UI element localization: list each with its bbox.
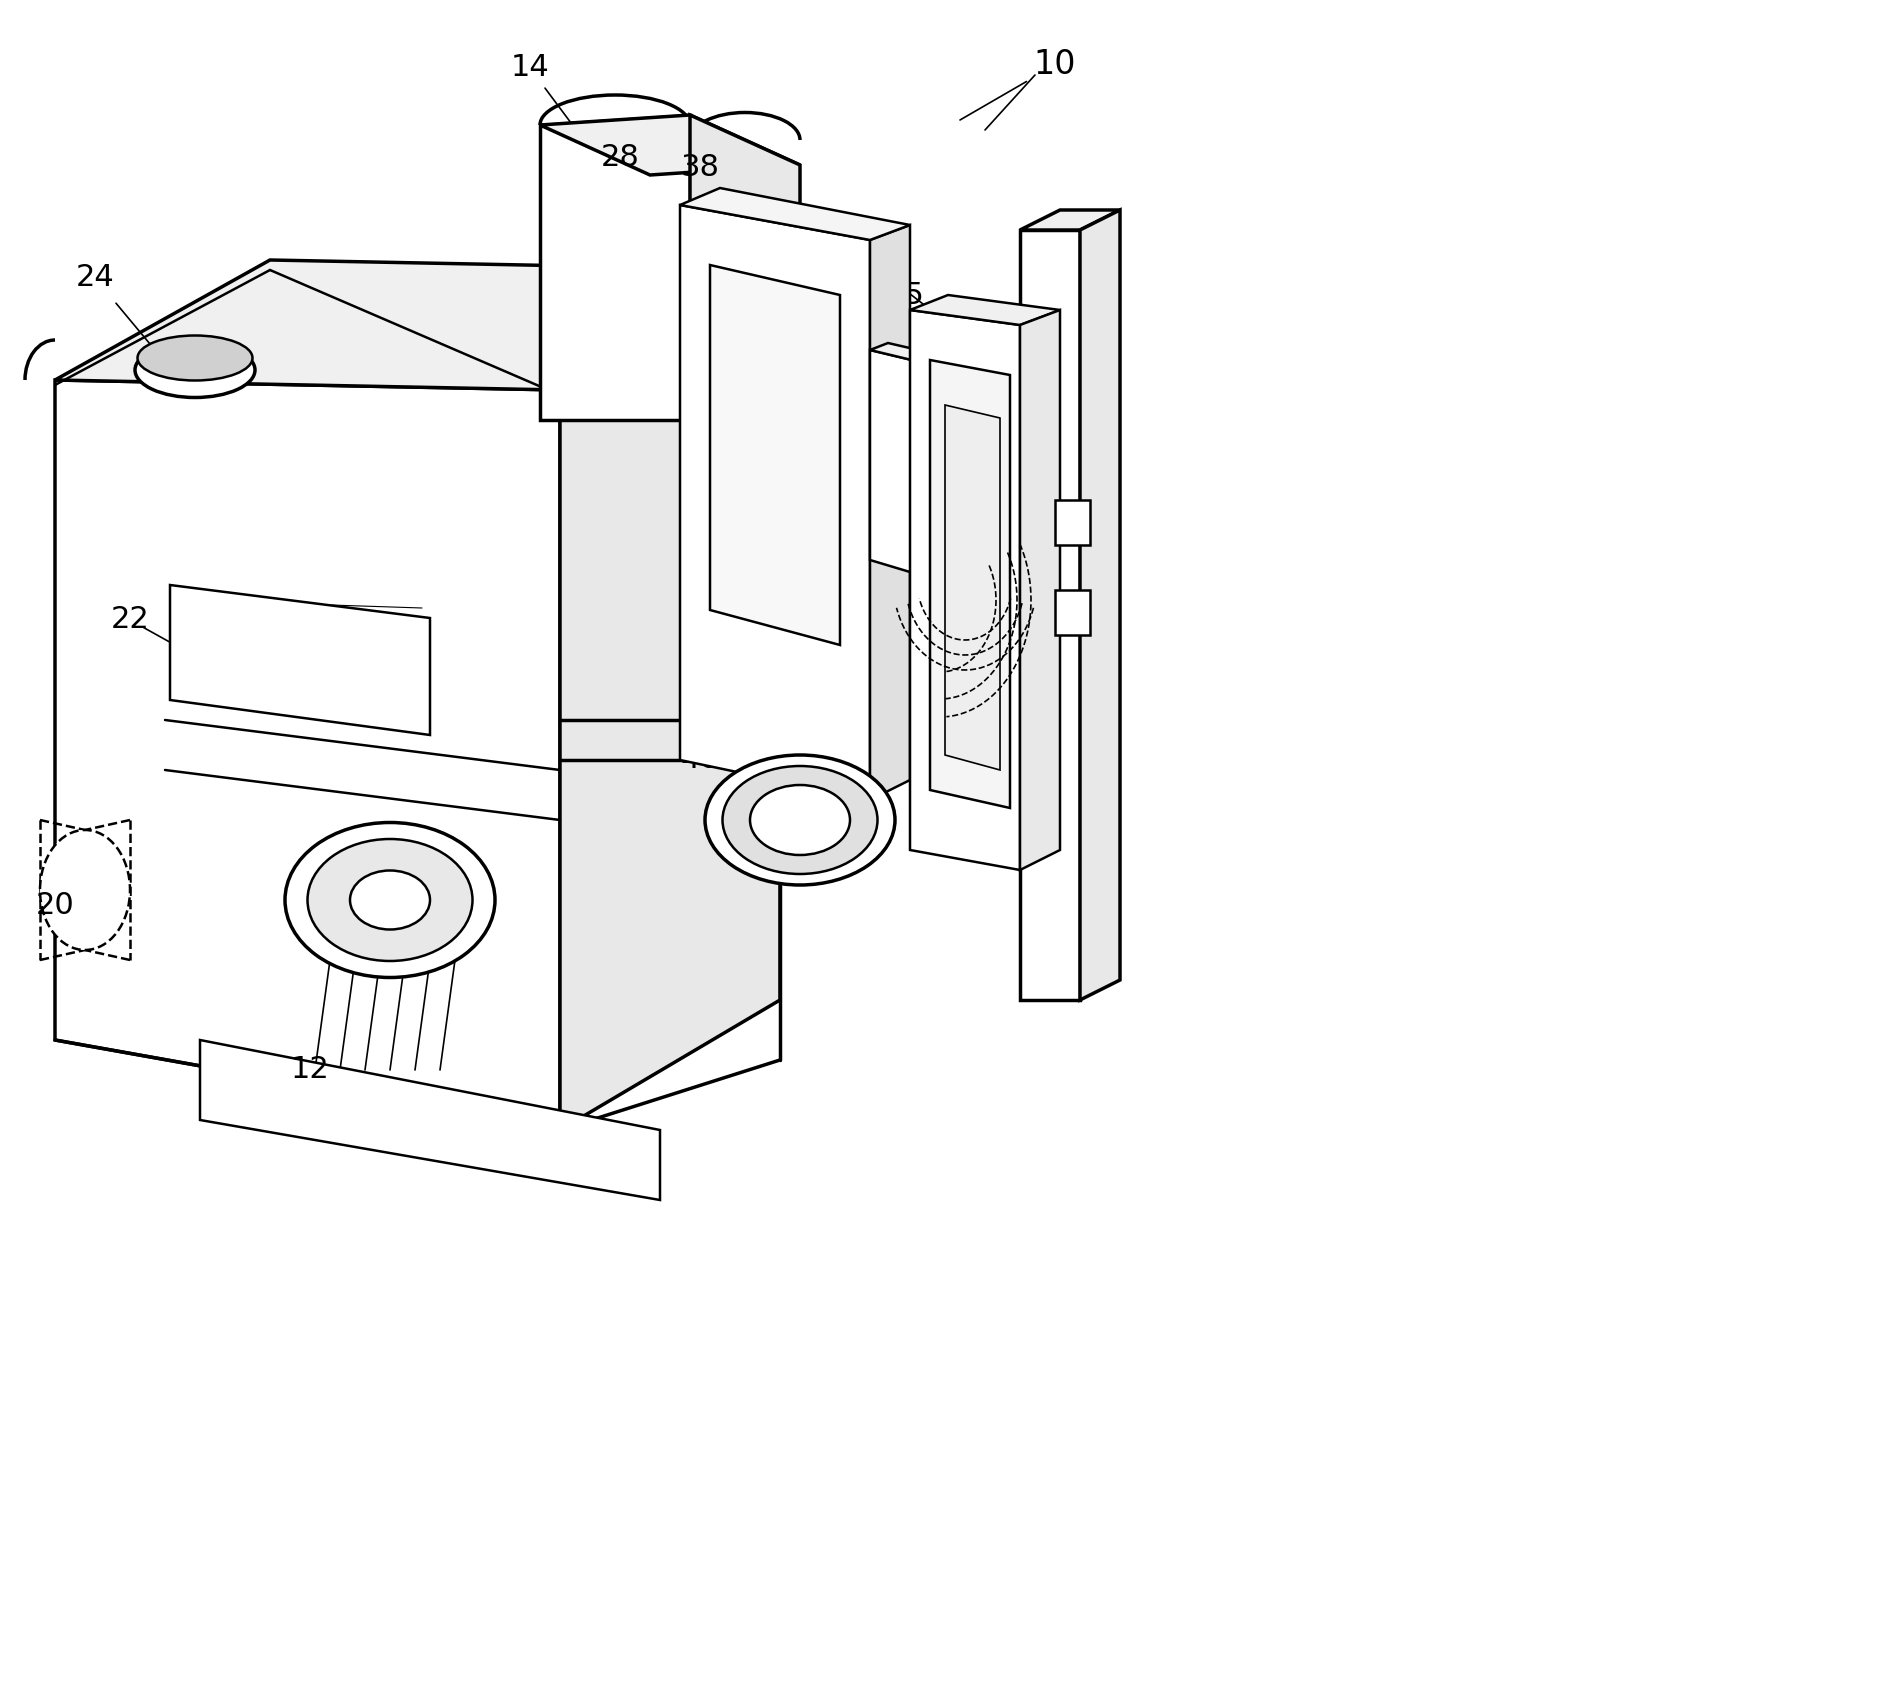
Polygon shape: [709, 264, 841, 644]
Text: 36: 36: [865, 711, 905, 740]
Polygon shape: [681, 205, 869, 800]
Polygon shape: [1019, 230, 1080, 1001]
Text: 30: 30: [841, 240, 879, 269]
Text: 10: 10: [1035, 48, 1077, 82]
Ellipse shape: [706, 755, 896, 885]
Polygon shape: [690, 114, 801, 419]
Polygon shape: [909, 295, 1059, 326]
Polygon shape: [1056, 590, 1090, 634]
Polygon shape: [869, 225, 909, 800]
Polygon shape: [169, 585, 430, 735]
Ellipse shape: [137, 336, 253, 380]
Text: 26: 26: [1010, 331, 1050, 360]
Polygon shape: [1019, 310, 1059, 870]
Text: Y: Y: [1050, 370, 1069, 399]
Polygon shape: [869, 350, 921, 575]
Text: 66: 66: [991, 740, 1029, 769]
Text: 18: 18: [365, 861, 405, 890]
Text: 24: 24: [76, 264, 114, 293]
Ellipse shape: [350, 871, 430, 929]
Text: 40: 40: [681, 745, 719, 774]
Polygon shape: [559, 269, 780, 1130]
Text: X: X: [1054, 540, 1075, 569]
Text: 12: 12: [291, 1055, 329, 1084]
Polygon shape: [930, 360, 1010, 808]
Text: 22: 22: [110, 605, 150, 634]
Polygon shape: [945, 406, 1000, 771]
Polygon shape: [55, 380, 559, 1130]
Text: 38: 38: [681, 153, 719, 182]
Polygon shape: [1056, 500, 1090, 546]
Ellipse shape: [723, 766, 877, 875]
Text: 16: 16: [755, 740, 795, 769]
Ellipse shape: [749, 784, 850, 854]
Polygon shape: [200, 1040, 660, 1200]
Ellipse shape: [308, 839, 472, 962]
Polygon shape: [540, 114, 690, 419]
Polygon shape: [909, 310, 1019, 870]
Polygon shape: [1019, 210, 1120, 230]
Polygon shape: [681, 188, 909, 240]
Polygon shape: [55, 259, 780, 390]
Polygon shape: [540, 114, 801, 176]
Text: 28: 28: [601, 143, 639, 172]
Polygon shape: [869, 343, 940, 361]
Polygon shape: [1080, 210, 1120, 1001]
Ellipse shape: [40, 830, 129, 950]
Text: 20: 20: [36, 890, 74, 919]
Text: 29: 29: [740, 220, 780, 249]
Ellipse shape: [135, 343, 255, 397]
Text: 14: 14: [510, 53, 550, 82]
Text: 85: 85: [886, 281, 924, 310]
Ellipse shape: [285, 822, 495, 977]
